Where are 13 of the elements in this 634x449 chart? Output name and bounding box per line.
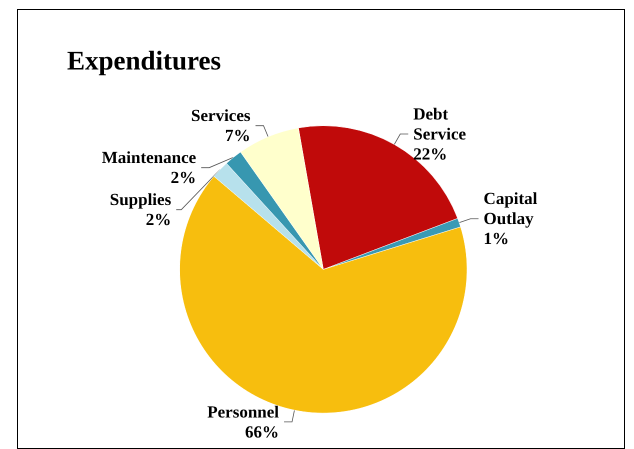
data-label: 2% (170, 168, 196, 188)
slice-label: Maintenance (102, 148, 197, 168)
data-label: 7% (225, 126, 251, 146)
slice-label: Personnel (207, 402, 280, 422)
slice-label: Capital Outlay (484, 189, 538, 228)
chart-title: Expenditures (67, 46, 222, 76)
data-label: 22% (413, 144, 448, 164)
slice-label: Services (191, 106, 251, 126)
data-label: 66% (245, 422, 280, 442)
data-label: 1% (484, 229, 510, 248)
slice-label: Supplies (110, 190, 172, 210)
data-label: 2% (146, 210, 172, 230)
slice-label: Debt Service (413, 104, 467, 144)
